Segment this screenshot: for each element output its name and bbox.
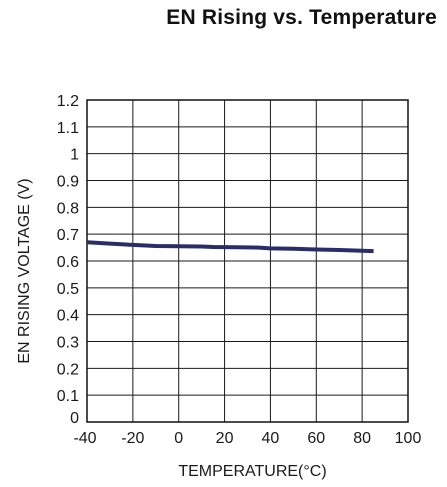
x-tick-label: 0 bbox=[174, 430, 183, 447]
x-tick-label: 20 bbox=[216, 430, 234, 447]
plot-frame bbox=[86, 99, 409, 423]
y-tick-label: 1.1 bbox=[57, 120, 79, 137]
x-tick-label: 60 bbox=[307, 430, 325, 447]
y-tick-label: 0.2 bbox=[57, 361, 79, 378]
x-tick-labels: -40 -20 0 20 40 60 80 100 bbox=[73, 430, 421, 447]
y-tick-labels: 0 0.1 0.2 0.3 0.4 0.5 0.6 0.7 0.8 0.9 1 1.1 1.2 bbox=[57, 93, 79, 427]
y-tick-label: 0.1 bbox=[57, 388, 79, 405]
y-tick-label: 0.4 bbox=[57, 308, 79, 325]
y-tick-label: 1.2 bbox=[57, 93, 79, 110]
y-tick-label: 0.5 bbox=[57, 281, 79, 298]
y-tick-label: 0.9 bbox=[57, 174, 79, 191]
x-tick-label: 80 bbox=[353, 430, 371, 447]
y-axis-label: EN RISING VOLTAGE (V) bbox=[16, 178, 33, 363]
x-tick-label: 100 bbox=[395, 430, 422, 447]
grid bbox=[86, 99, 409, 423]
series-line bbox=[86, 240, 374, 254]
x-tick-label: -20 bbox=[121, 430, 144, 447]
x-axis-label: TEMPERATURE(°C) bbox=[178, 463, 326, 480]
y-tick-label: 0.6 bbox=[57, 254, 79, 271]
x-tick-label: 40 bbox=[262, 430, 280, 447]
y-tick-label: 0.3 bbox=[57, 335, 79, 352]
y-tick-label: 0.7 bbox=[57, 227, 79, 244]
series-layer bbox=[86, 240, 374, 254]
y-tick-label: 1 bbox=[70, 147, 79, 164]
chart-title: EN Rising vs. Temperature bbox=[166, 6, 437, 29]
y-tick-label: 0 bbox=[70, 410, 79, 427]
x-tick-label: -40 bbox=[73, 430, 96, 447]
y-tick-label: 0.8 bbox=[57, 200, 79, 217]
